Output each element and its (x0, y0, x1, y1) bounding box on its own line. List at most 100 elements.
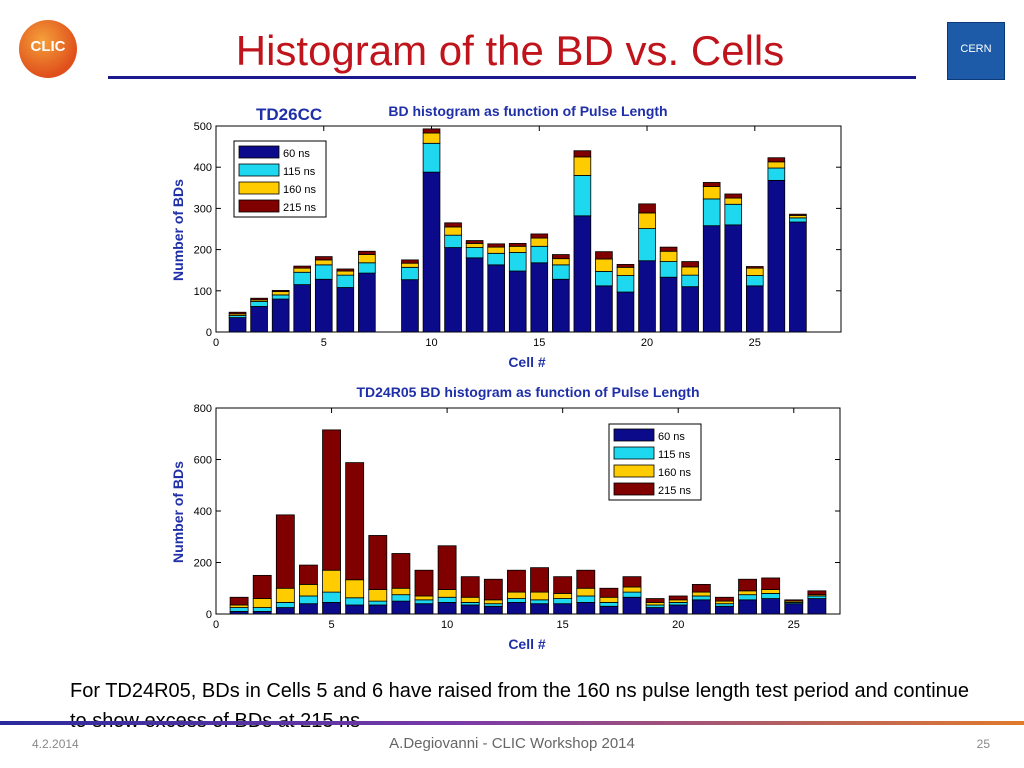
slide-caption: For TD24R05, BDs in Cells 5 and 6 have r… (70, 680, 970, 732)
chart2-y-axis: 0 200 400 600 800 (194, 403, 840, 621)
chart1-bar-segment (745, 275, 764, 287)
footer-date: 4.2.2014 (32, 737, 79, 751)
chart2-legend: 60 ns 115 ns 160 ns 215 ns (608, 423, 702, 501)
chart2-xtick-label: 0 (213, 619, 219, 631)
chart1-bar-segment (487, 246, 505, 254)
chart2-bar-segment (437, 596, 457, 603)
chart1-bar-segment (595, 251, 613, 260)
chart2-bar-segment (576, 595, 596, 603)
chart1-bars (228, 128, 807, 333)
chart2-legend-swatch (613, 464, 655, 478)
chart1-bar-segment (724, 193, 743, 199)
chart2-bar-segment (322, 569, 341, 593)
chart1-bar-segment (336, 287, 355, 333)
chart2-legend-swatch (613, 428, 655, 442)
chart1-x-axis: 0 5 10 15 20 25 (213, 126, 761, 349)
chart2-ytick-label: 0 (206, 609, 212, 621)
chart1-bar-segment (702, 182, 721, 187)
chart1-bar-segment (444, 222, 462, 228)
chart1-bar-segment (767, 167, 786, 181)
chart1-bar-segment (681, 286, 699, 333)
chart1-ytick-label: 200 (194, 245, 212, 257)
chart1-bar-segment (552, 254, 570, 260)
chart1-bar-segment (293, 271, 312, 286)
chart1-bar-segment (228, 311, 247, 315)
chart1-bar-segment (271, 294, 290, 300)
chart1-bar-segment (336, 270, 355, 276)
chart1-bar-segment (702, 225, 721, 333)
chart2-bar-segment (691, 591, 711, 597)
chart1-bar-segment (595, 258, 613, 272)
chart1-bar-segment (530, 237, 549, 247)
chart2-bar-segment (645, 598, 665, 603)
chart1-legend-label: 215 ns (283, 202, 317, 214)
chart2-bar-segment (761, 589, 781, 594)
chart2-legend-label: 60 ns (658, 431, 685, 443)
slide-title: Histogram of the BD vs. Cells (235, 27, 785, 74)
chart2-bar-segment (622, 576, 642, 588)
chart1-bar-segment (789, 213, 807, 216)
chart2-bar-segment (345, 604, 365, 615)
chart2-x-axis: 0 5 10 15 20 25 (213, 408, 800, 631)
chart2-bar-segment (738, 578, 757, 592)
chart1-bar-segment (552, 258, 570, 266)
chart2-bar-segment (599, 605, 619, 615)
chart1-bar-segment (487, 252, 505, 266)
chart1-bar-segment (530, 262, 549, 333)
chart2-bar-segment (460, 576, 480, 598)
chart1-bar-segment (444, 234, 462, 248)
chart1-bar-segment (465, 240, 484, 244)
chart2-legend-swatch (613, 482, 655, 496)
chart1-bar-segment (401, 259, 419, 264)
chart1-bar-segment (314, 278, 333, 333)
chart2-bar-segment (437, 589, 457, 598)
chart1-bar-segment (659, 276, 678, 333)
chart1-bar-segment (293, 267, 312, 273)
chart1-bar-segment (422, 142, 441, 173)
chart2-bar-segment (691, 595, 711, 601)
chart2-bar-segment (368, 604, 388, 615)
chart1-bar-segment (508, 243, 527, 247)
chart1-bar-segment (789, 217, 807, 223)
chart1-xtick-label: 20 (641, 337, 653, 349)
chart2-bar-segment (622, 596, 642, 615)
chart2-bar-segment (345, 462, 365, 581)
charts-canvas: TD26CC BD histogram as function of Pulse… (170, 103, 842, 652)
chart2-bar-segment (691, 583, 711, 593)
chart2-bar-segment (391, 600, 411, 615)
chart2-bar-segment (715, 605, 734, 615)
chart2-bar-segment (599, 602, 619, 607)
chart1-y-axis: 0 100 200 300 400 500 (194, 121, 841, 339)
chart2-bar-segment (437, 545, 457, 590)
chart2-bar-segment (322, 602, 341, 615)
chart1-bar-segment (250, 306, 268, 333)
chart1-bar-segment (336, 268, 355, 272)
chart2-bar-segment (414, 569, 434, 597)
chart2-bar-segment (553, 576, 573, 594)
chart2-legend-label: 160 ns (658, 467, 692, 479)
chart2-bar-segment (530, 567, 549, 593)
chart2-bar-segment (738, 590, 757, 596)
chart1-bar-segment (358, 272, 376, 333)
chart2-bar-segment (299, 603, 318, 615)
chart2-bar-segment (437, 602, 457, 615)
chart1-legend-swatch (238, 163, 280, 177)
chart1-bar-segment (314, 256, 333, 261)
chart1-bar-segment (465, 247, 484, 259)
chart2-bar-segment (414, 603, 434, 615)
chart2-bar-segment (252, 574, 272, 599)
chart2-xtick-label: 20 (672, 619, 684, 631)
chart2-bar-segment (414, 595, 434, 601)
chart2-bar-segment (761, 598, 781, 615)
chart2-bars (229, 429, 827, 615)
chart2-bar-segment (738, 599, 757, 615)
chart2-bar-segment (738, 594, 757, 601)
chart2-bar-segment (761, 593, 781, 599)
chart2-bar-segment (784, 599, 804, 602)
chart1-bar-segment (724, 203, 743, 226)
chart2-bar-segment (599, 596, 619, 603)
chart2-bar-segment (460, 596, 480, 603)
chart1-bar-segment (638, 228, 656, 262)
chart1-xtick-label: 25 (749, 337, 761, 349)
chart2-bar-segment (391, 594, 411, 602)
